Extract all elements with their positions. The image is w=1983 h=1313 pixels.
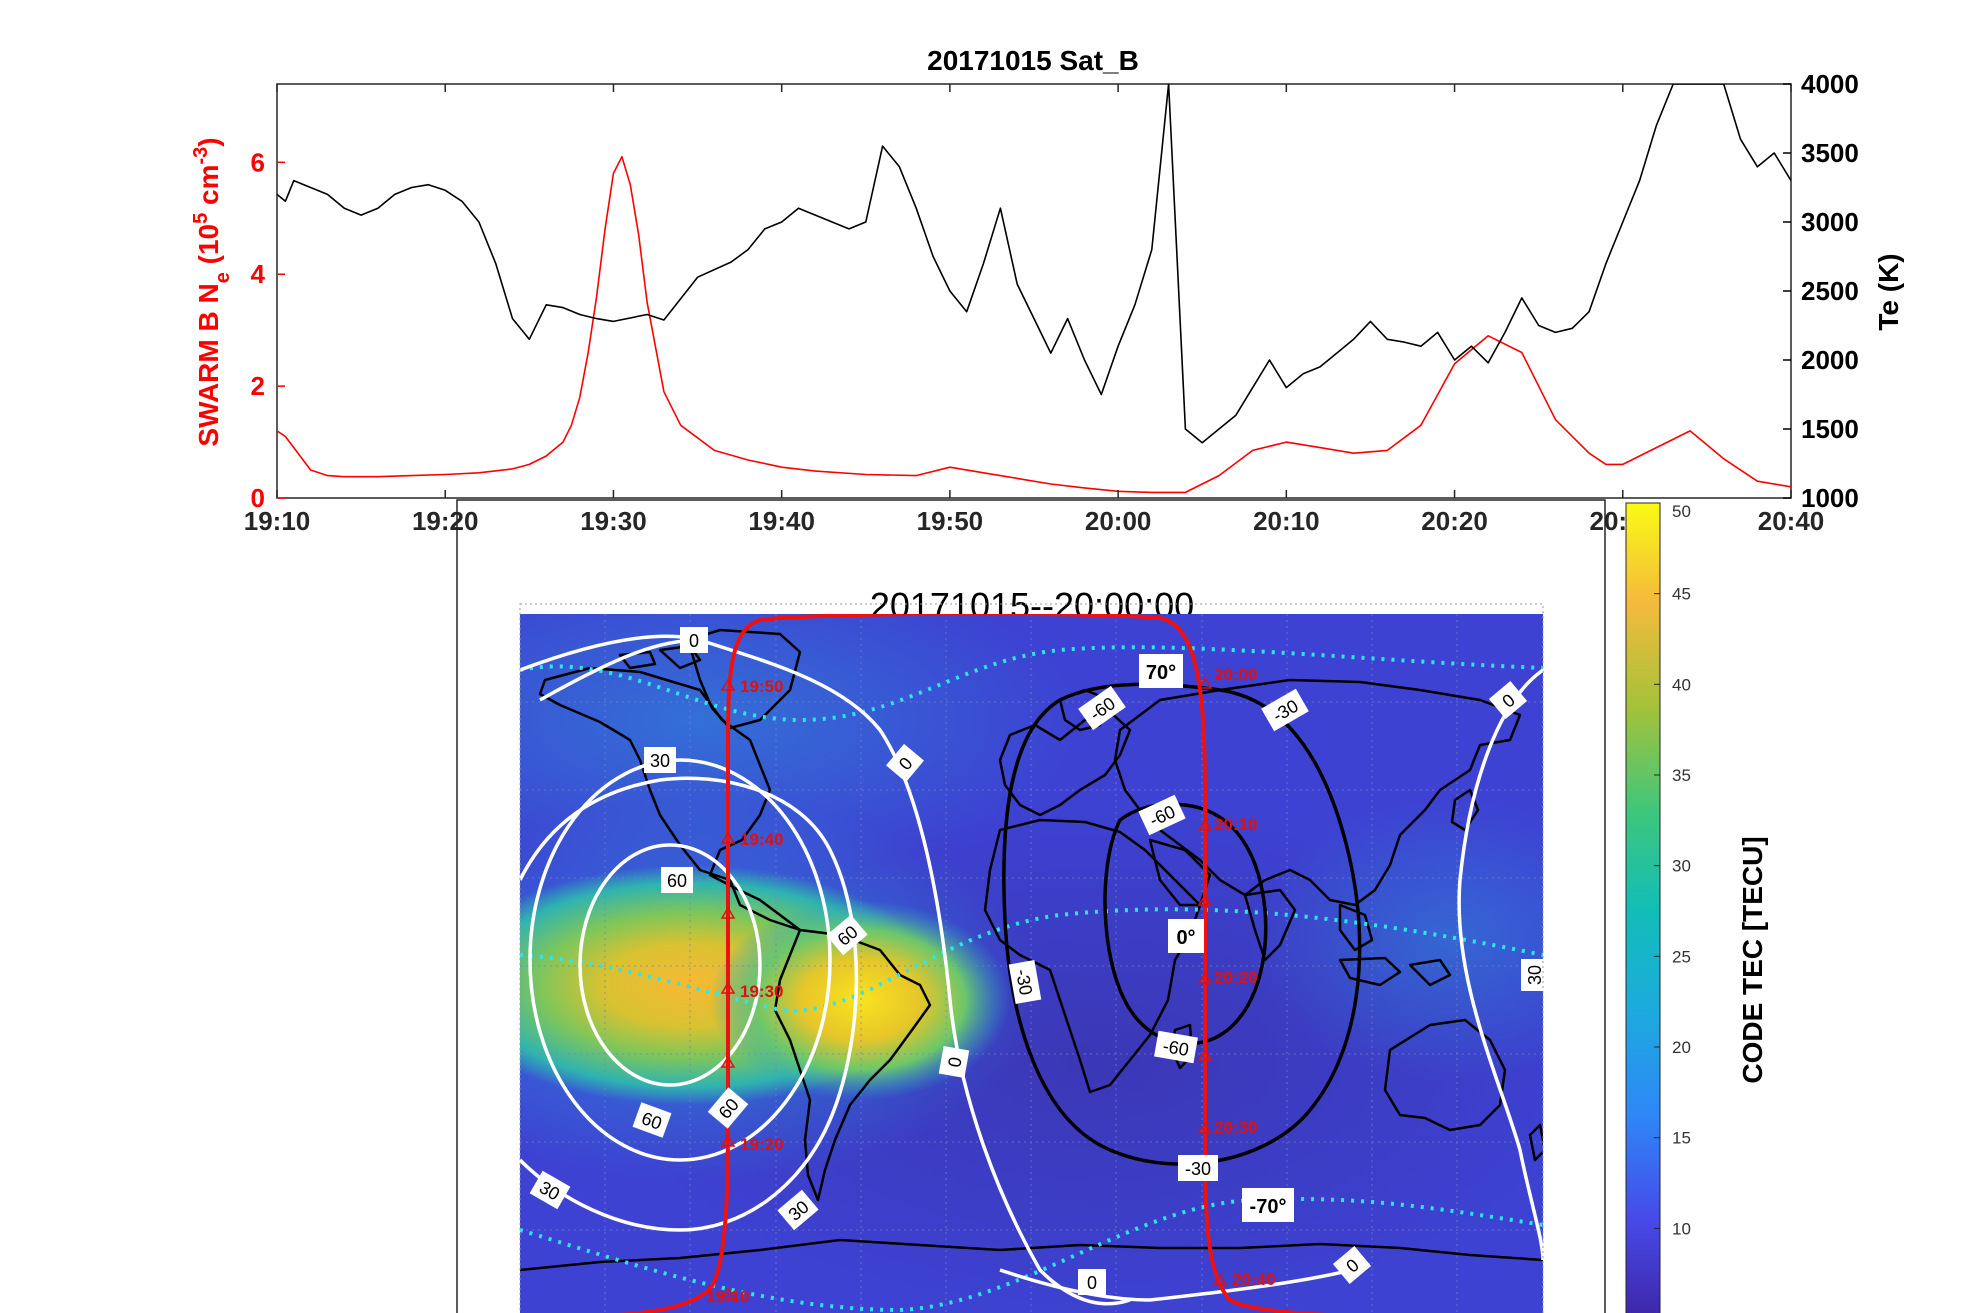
x-tick-label: 19:40 [748, 506, 815, 536]
y-left-tick-label: 4 [251, 259, 266, 289]
y-right-tick-label: 4000 [1801, 69, 1859, 99]
mlat-label: 0° [1176, 927, 1195, 949]
contour-labels: 0 0 0 0 0 0 30 30 30 30 60 60 60 60 -30 … [529, 627, 1545, 1295]
map-outer-frame [456, 499, 1606, 1313]
y-left-label: SWARM B Ne (105 cm-3) [190, 137, 234, 446]
x-tick-label: 19:20 [412, 506, 479, 536]
y-right-tick-label: 1500 [1801, 414, 1859, 444]
y-left-label-unit2: cm [193, 165, 224, 213]
x-tick-label: 20:10 [1253, 506, 1320, 536]
y-left-label-main: SWARM B N [193, 283, 224, 446]
x-tick-label: 20:00 [1085, 506, 1152, 536]
timeseries-panel: 20171015 Sat_B 19:10 19:20 19:30 19:40 19:50… [190, 45, 1904, 536]
contour-label: 60 [667, 871, 687, 891]
y-right-tick-label: 1000 [1801, 483, 1859, 513]
satellite-orbit [617, 614, 1328, 1313]
y-right-tick-label: 3000 [1801, 207, 1859, 237]
contour-label: -30 [1185, 1159, 1211, 1179]
y-left-label-sup3: -3 [190, 147, 212, 165]
colorbar-tick-label: 5 [1672, 1310, 1681, 1313]
contour-label: -30 [1012, 968, 1036, 997]
x-tick-label: 19:50 [917, 506, 984, 536]
x-tick-label: 20:40 [1758, 506, 1825, 536]
map-frame [519, 603, 1544, 1313]
mlat-labels: 70° 0° -70° [1139, 654, 1294, 1222]
x-tick-label: 19:30 [580, 506, 647, 536]
contour-label: 0 [944, 1056, 965, 1069]
y-left-label-sub: e [212, 272, 234, 283]
orbit-time-label: 20:40 [1232, 1270, 1275, 1289]
orbit-time-labels: 19:10 19:20 19:30 19:40 19:50 20:00 20:1… [706, 665, 1275, 1306]
colorbar-ticks: 5 10 15 20 25 30 35 40 45 50 [1654, 502, 1691, 1313]
contour-label: 30 [650, 751, 670, 771]
orbit-time-label: 19:10 [706, 1287, 749, 1306]
orbit-time-label: 19:40 [740, 830, 783, 849]
x-tick-label: 20:20 [1421, 506, 1488, 536]
series-line-te [277, 84, 1791, 444]
orbit-time-label: 19:50 [740, 677, 783, 696]
y-left-label-sup5: 5 [190, 213, 212, 224]
y-left-tick-label: 2 [251, 371, 265, 401]
timeseries-title: 20171015 Sat_B [927, 45, 1139, 76]
orbit-time-label: 19:20 [740, 1135, 783, 1154]
colorbar-gradient [1625, 502, 1661, 1313]
y-right-tick-label: 2500 [1801, 276, 1859, 306]
colorbar: 5 10 15 20 25 30 35 40 45 50 CODE TEC [TECU] [1625, 502, 1768, 1313]
timeseries-axes: 19:10 19:20 19:30 19:40 19:50 20:00 20:10 20:20… [244, 69, 1859, 536]
orbit-time-label: 20:20 [1214, 968, 1257, 987]
map-panel: 20171015--20:00:00 [456, 499, 1768, 1313]
colorbar-tick-label: 20 [1672, 1038, 1691, 1057]
y-right-tick-label: 3500 [1801, 138, 1859, 168]
colorbar-tick-label: 40 [1672, 675, 1691, 694]
contour-label: -60 [1161, 1036, 1190, 1060]
colorbar-tick-label: 50 [1672, 502, 1691, 521]
black-contours [1002, 682, 1362, 1166]
colorbar-tick-label: 45 [1672, 585, 1691, 604]
x-tick-label: 19:10 [244, 506, 311, 536]
y-left-label-unit: (10 [193, 224, 224, 272]
timeseries-lines [277, 84, 1791, 494]
y-left-label-close: ) [193, 137, 224, 146]
series-line-ne [277, 155, 1791, 494]
y-left-tick-label: 6 [251, 147, 265, 177]
contour-label: 30 [1525, 965, 1545, 985]
mlat-label: 70° [1146, 662, 1176, 684]
contour-label: 0 [1087, 1273, 1097, 1293]
colorbar-tick-label: 30 [1672, 857, 1691, 876]
colorbar-tick-label: 35 [1672, 766, 1691, 785]
colorbar-label: CODE TEC [TECU] [1737, 836, 1768, 1083]
orbit-time-label: 20:00 [1214, 665, 1257, 684]
tec-map: 0 0 0 0 0 0 30 30 30 30 60 60 60 60 -30 … [520, 614, 1545, 1313]
orbit-time-label: 19:30 [740, 982, 783, 1001]
y-right-label: Te (K) [1873, 253, 1904, 330]
mlat-label: -70° [1250, 1196, 1287, 1218]
colorbar-tick-label: 10 [1672, 1219, 1691, 1238]
colorbar-tick-label: 15 [1672, 1129, 1691, 1148]
orbit-time-label: 20:10 [1214, 815, 1257, 834]
y-right-tick-label: 2000 [1801, 345, 1859, 375]
orbit-time-label: 20:30 [1214, 1118, 1257, 1137]
y-left-tick-label: 0 [251, 483, 265, 513]
contour-label: 0 [689, 631, 699, 651]
colorbar-tick-label: 25 [1672, 947, 1691, 966]
magnetic-latitude-lines [520, 645, 1543, 1313]
